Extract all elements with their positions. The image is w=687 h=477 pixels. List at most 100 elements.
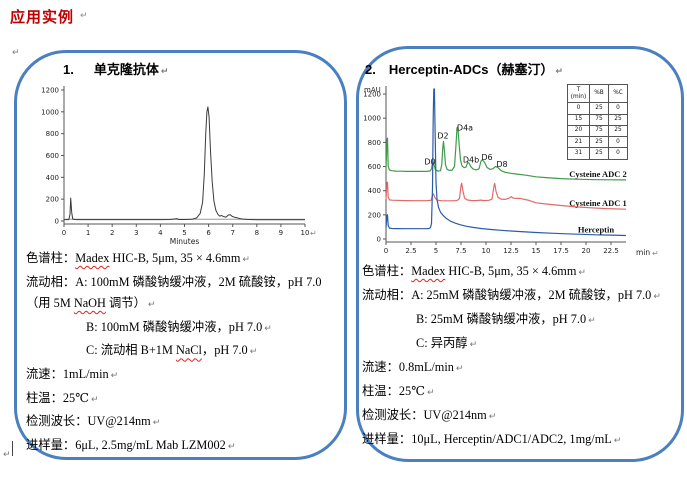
svg-text:min: min bbox=[636, 248, 650, 257]
gradient-table-cell: 0 bbox=[608, 102, 628, 115]
svg-text:15: 15 bbox=[532, 247, 541, 255]
paragraph-return-mark-icon: ↵ bbox=[264, 323, 272, 334]
svg-text:mAU: mAU bbox=[364, 86, 381, 94]
svg-text:4: 4 bbox=[158, 229, 163, 237]
svg-text:5: 5 bbox=[434, 247, 438, 255]
panel2-heading-number: 2. bbox=[365, 62, 376, 77]
panel2-conditions: 色谱柱：Madex HIC-B, 5μm, 35 × 4.6mm ↵ 流动相：A: … bbox=[362, 260, 674, 452]
paragraph-return-mark-icon: ↵ bbox=[367, 435, 374, 444]
spec-text: 柱温：25℃ bbox=[26, 390, 89, 405]
spec-line: 流动相：A: 25mM 磷酸钠缓冲液，2M 硫酸铵，pH 7.0 ↵ bbox=[362, 284, 674, 308]
spec-text: C: 异丙醇 bbox=[416, 336, 468, 350]
paragraph-return-mark-icon: ↵ bbox=[249, 347, 258, 358]
svg-text:D2: D2 bbox=[437, 132, 448, 141]
spec-text: 流动相：A: 100mM 磷酸钠缓冲液，2M 硫酸铵，pH 7.0（用 5M bbox=[26, 274, 322, 311]
gradient-table-cell: 25 bbox=[608, 113, 628, 126]
spec-line: 柱温：25℃ ↵ bbox=[362, 380, 674, 404]
paragraph-return-mark-icon: ↵ bbox=[613, 436, 622, 446]
svg-text:D0: D0 bbox=[424, 158, 435, 167]
spec-line: 流速：1mL/min ↵ bbox=[26, 364, 328, 388]
paragraph-return-mark-icon: ↵ bbox=[488, 412, 497, 422]
svg-text:9: 9 bbox=[279, 229, 283, 237]
svg-text:1000: 1000 bbox=[363, 115, 381, 123]
svg-text:0: 0 bbox=[62, 229, 66, 237]
paragraph-return-mark-icon: ↵ bbox=[3, 450, 11, 460]
gradient-table-cell: 25 bbox=[608, 124, 628, 138]
paragraph-return-mark-icon: ↵ bbox=[455, 364, 464, 374]
gradient-table-header: T (min) bbox=[567, 83, 590, 104]
misspelled-word: NaCl bbox=[175, 343, 202, 358]
gradient-table-cell: 15 bbox=[567, 113, 590, 126]
paragraph-return-mark-icon: ↵ bbox=[578, 268, 586, 278]
spec-line: 检测波长：UV@214nm ↵ bbox=[26, 411, 328, 435]
svg-text:0: 0 bbox=[377, 236, 381, 244]
gradient-table-header: %C bbox=[608, 83, 628, 104]
svg-text:600: 600 bbox=[46, 152, 59, 160]
chromatogram-monoclonal-antibody: 0 200 400 600 800 1000 1200 0 1 2 3 4 5 6 7 8 9 10 Minutes… bbox=[41, 86, 317, 246]
svg-text:600: 600 bbox=[368, 163, 381, 171]
spec-line: B: 100mM 磷酸钠缓冲液，pH 7.0 ↵ bbox=[26, 317, 328, 341]
paragraph-return-mark-icon: ↵ bbox=[12, 48, 20, 58]
svg-text:12.5: 12.5 bbox=[503, 247, 519, 255]
svg-text:1: 1 bbox=[86, 229, 90, 237]
svg-text:17.5: 17.5 bbox=[553, 247, 569, 255]
gradient-table-row: 31 25 0 bbox=[567, 147, 628, 160]
svg-text:3: 3 bbox=[134, 229, 138, 237]
spec-text: 色谱柱： bbox=[26, 251, 76, 265]
misspelled-word: NaOH bbox=[73, 296, 106, 311]
svg-text:Minutes: Minutes bbox=[170, 237, 200, 246]
svg-text:↵: ↵ bbox=[652, 249, 659, 258]
svg-text:7: 7 bbox=[230, 229, 234, 237]
svg-text:400: 400 bbox=[368, 187, 381, 195]
svg-text:10: 10 bbox=[482, 247, 491, 255]
gradient-table-row: 0 25 0 bbox=[567, 102, 628, 115]
svg-text:22.5: 22.5 bbox=[603, 247, 619, 255]
paragraph-return-mark-icon: ↵ bbox=[242, 255, 250, 265]
gradient-program-table: T (min) %B %C 0 25 0 15 75 25 20 75 25 21 25 0 31 25 0 bbox=[567, 83, 628, 160]
svg-text:200: 200 bbox=[46, 196, 59, 204]
panel1-heading-number: 1. bbox=[63, 62, 74, 77]
spec-text: 调节） bbox=[105, 296, 146, 311]
paragraph-return-mark-icon: ↵ bbox=[110, 370, 119, 381]
spec-text: 进样量：10μL, Herceptin/ADC1/ADC2, 1mg/mL bbox=[362, 432, 612, 446]
paragraph-return-mark-icon: ↵ bbox=[653, 292, 661, 302]
gradient-table-cell: 25 bbox=[589, 136, 609, 149]
spec-line: C: 异丙醇 ↵ bbox=[362, 332, 674, 356]
svg-text:0: 0 bbox=[55, 218, 59, 226]
spec-text: HIC-B, 5μm, 35 × 4.6mm bbox=[445, 264, 577, 278]
svg-text:1200: 1200 bbox=[41, 86, 59, 94]
svg-text:800: 800 bbox=[46, 130, 59, 138]
panel1-heading: 1. 单克隆抗体 ↵ bbox=[63, 59, 168, 78]
gradient-table-row: 21 25 0 bbox=[567, 136, 628, 149]
svg-text:1000: 1000 bbox=[41, 108, 59, 116]
spec-text: 流速：0.8mL/min bbox=[362, 360, 454, 374]
gradient-table-cell: 0 bbox=[567, 102, 590, 115]
svg-text:2.5: 2.5 bbox=[405, 247, 416, 255]
svg-text:7.5: 7.5 bbox=[455, 247, 466, 255]
paragraph-return-mark-icon: ↵ bbox=[90, 394, 99, 405]
spec-text: HIC-B, 5μm, 35 × 4.6mm bbox=[109, 251, 241, 265]
gradient-table-cell: 0 bbox=[608, 147, 628, 160]
panel-monoclonal-antibody: 1. 单克隆抗体 ↵ 0 200 400 600 800 1000 1200 0 1 2 3 4 5 6 7 8 9… bbox=[14, 50, 347, 460]
spec-text: 流速：1mL/min bbox=[26, 366, 109, 381]
paragraph-return-mark-icon: ↵ bbox=[555, 67, 564, 77]
paragraph-return-mark-icon: ↵ bbox=[588, 316, 596, 326]
paragraph-return-mark-icon: ↵ bbox=[160, 67, 169, 77]
paragraph-return-mark-icon: ↵ bbox=[227, 441, 236, 452]
spec-text: 进样量：6μL, 2.5mg/mL Mab LZM002 bbox=[26, 437, 226, 452]
gradient-table-cell: 21 bbox=[567, 136, 590, 149]
svg-text:D4a: D4a bbox=[457, 123, 473, 132]
gradient-table-header: %B bbox=[589, 83, 609, 104]
paragraph-return-mark-icon: ↵ bbox=[80, 11, 88, 21]
gradient-table-row: 20 75 25 bbox=[567, 124, 628, 138]
spec-line: 进样量：6μL, 2.5mg/mL Mab LZM002 ↵ bbox=[26, 435, 328, 459]
svg-text:↵: ↵ bbox=[310, 229, 317, 238]
gradient-table-cell: 25 bbox=[589, 147, 609, 160]
spec-line: 色谱柱：Madex HIC-B, 5μm, 35 × 4.6mm ↵ bbox=[362, 260, 674, 284]
spec-text: B: 25mM 磷酸钠缓冲液，pH 7.0 bbox=[416, 312, 587, 326]
svg-text:Cysteine ADC 2: Cysteine ADC 2 bbox=[569, 169, 627, 179]
spec-text: 柱温：25℃ bbox=[362, 384, 425, 398]
gradient-table-cell: 31 bbox=[567, 147, 590, 160]
